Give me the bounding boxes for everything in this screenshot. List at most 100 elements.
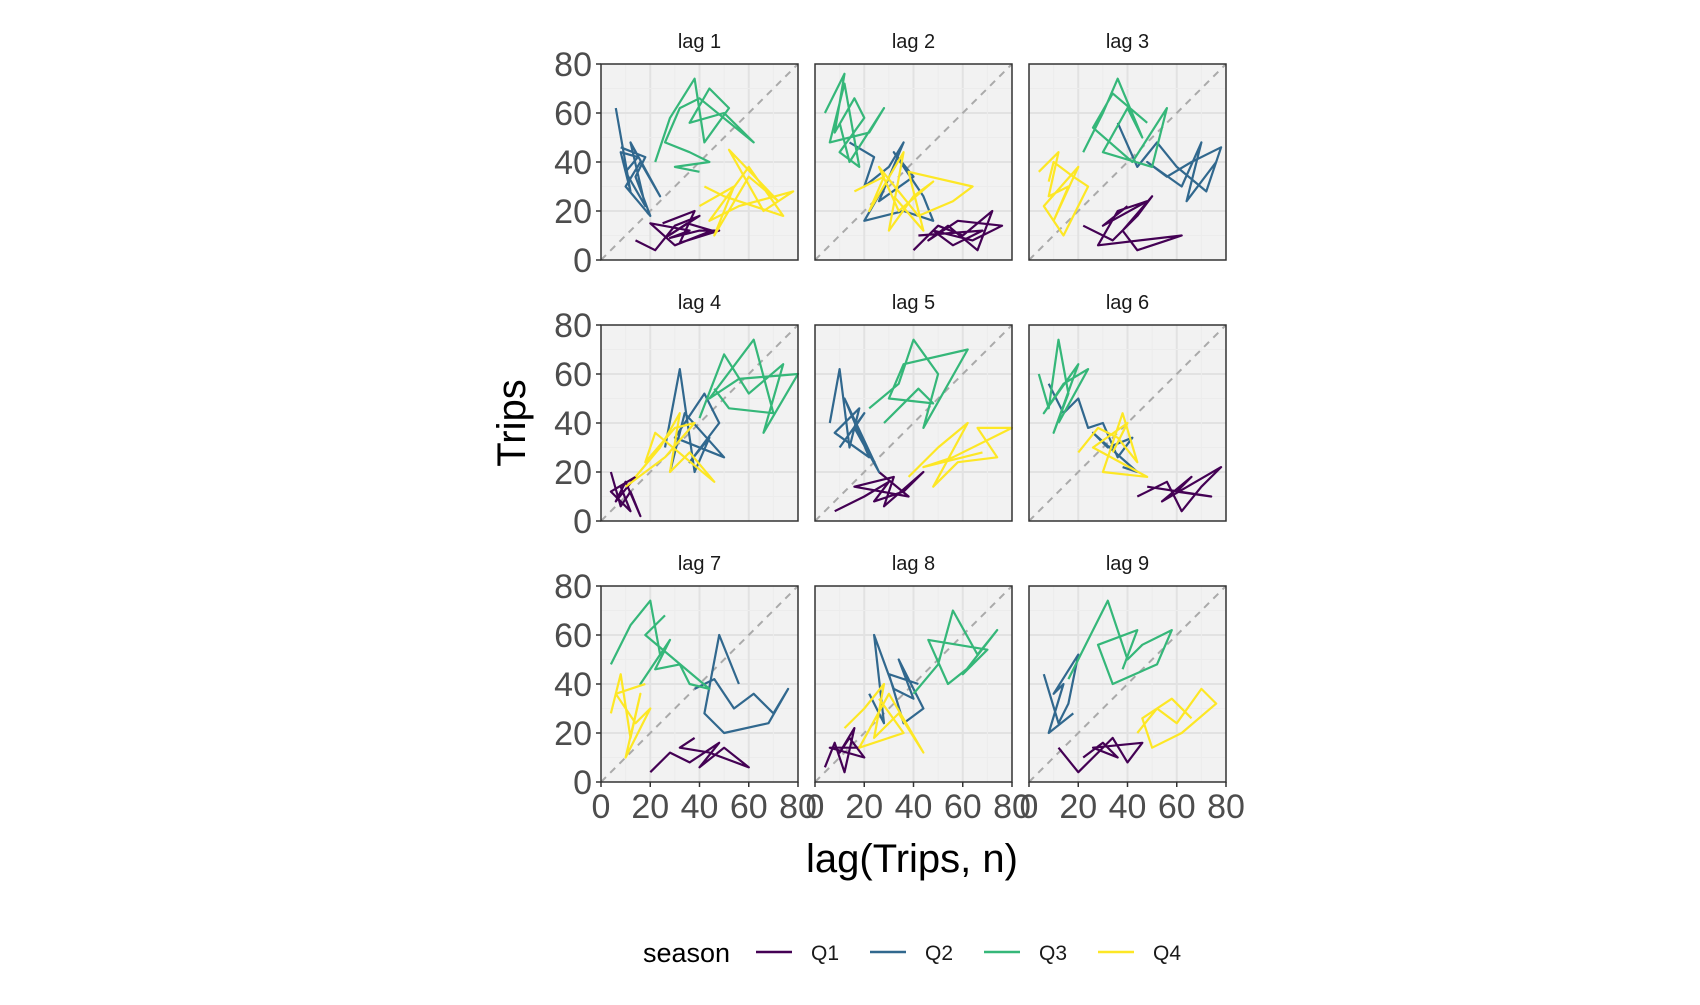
y-tick-label: 20 [554,193,592,231]
x-tick-label: 60 [944,788,982,826]
facet-panel: lag 8 0 20 40 60 80 [806,553,1031,826]
facet-strip-label: lag 1 [678,31,721,53]
x-tick-label: 40 [1109,788,1147,826]
series-line-q1 [1057,736,1144,774]
series-line-q2 [1042,653,1080,735]
y-tick-label: 60 [554,95,592,133]
series-line-q1 [649,736,750,773]
series-line-q1 [609,471,642,518]
series-line-q3 [823,72,886,168]
facet-strip-label: lag 9 [1106,553,1149,575]
series-line-q2 [1116,122,1223,203]
facet-strip-label: lag 3 [1106,31,1149,53]
x-tick-label: 80 [779,788,817,826]
x-tick-label: 40 [681,788,719,826]
series-line-q3 [912,609,999,695]
x-tick-label: 20 [1059,788,1097,826]
facet-strip-label: lag 5 [892,292,935,314]
legend-item-q1: Q1 [756,942,839,965]
legend-label: Q2 [925,942,953,965]
y-tick-label: 20 [554,454,592,492]
series-line-q3 [698,338,800,434]
legend: season Q1 Q2 Q3 Q4 [643,938,1181,968]
x-tick-label: 0 [592,788,611,826]
series-line-q4 [698,148,795,237]
x-axis-title: lag(Trips, n) [806,837,1018,881]
series-line-q1 [1082,195,1183,252]
y-tick-label: 80 [554,46,592,84]
facet-strip-label: lag 2 [892,31,935,53]
legend-label: Q1 [811,942,839,965]
facet-panel: lag 2 [814,31,1013,261]
x-tick-label: 80 [1207,788,1245,826]
y-tick-label: 60 [554,617,592,655]
panel-border [814,63,1013,261]
y-axis-title: Trips [490,379,534,466]
series-line-q1 [823,726,866,774]
x-tick-label: 0 [1020,788,1039,826]
facet-strip-label: lag 8 [892,553,935,575]
facet-panel: lag 9 0 20 40 60 80 [1020,553,1245,826]
series-line-q4 [624,412,716,488]
facet-panel: lag 5 [814,292,1014,522]
series-line-q3 [609,599,711,691]
series-line-q2 [868,633,925,725]
series-line-q4 [1077,412,1149,478]
series-line-q3 [1037,338,1090,434]
y-tick-label: 40 [554,144,592,182]
facet-panel: lag 4 0 20 40 60 80 [554,292,800,541]
series-line-q4 [853,151,974,232]
series-line-q2 [828,368,881,474]
series-line-q1 [635,209,721,252]
y-tick-label: 80 [554,568,592,606]
y-tick-label: 0 [573,764,592,802]
panel-border [814,324,1013,522]
facet-panel: lag 6 [1028,292,1227,522]
legend-item-q2: Q2 [870,942,953,965]
y-tick-label: 60 [554,356,592,394]
series-line-q4 [843,682,925,754]
series-line-q2 [1047,383,1139,474]
facet-panel: lag 1 0 20 40 60 80 [554,31,799,280]
series-line-q3 [1067,599,1173,686]
x-tick-label: 20 [631,788,669,826]
legend-label: Q3 [1039,942,1067,965]
legend-item-q3: Q3 [984,942,1067,965]
series-line-q3 [654,77,755,173]
series-line-q2 [663,368,726,474]
series-line-q1 [834,470,925,513]
y-tick-label: 0 [573,503,592,541]
series-line-q3 [868,338,969,429]
x-tick-label: 60 [730,788,768,826]
legend-item-q4: Q4 [1098,942,1181,965]
series-line-q4 [1136,687,1218,749]
series-line-q4 [907,421,1014,488]
legend-label: Q4 [1153,942,1181,965]
facet-strip-label: lag 4 [678,292,721,314]
series-line-q4 [609,673,652,759]
axes-layer: lag(Trips, n) Trips [490,379,1018,881]
legend-title: season [643,938,730,968]
panel-border [1028,324,1227,522]
y-tick-label: 40 [554,405,592,443]
series-line-q2 [614,107,662,217]
x-tick-label: 20 [845,788,883,826]
x-tick-label: 80 [993,788,1031,826]
y-tick-label: 40 [554,666,592,704]
series-line-q2 [694,633,790,735]
facet-strip-label: lag 6 [1106,292,1149,314]
y-tick-label: 20 [554,715,592,753]
series-line-q1 [1136,466,1223,513]
series-line-q4 [1038,151,1090,237]
x-tick-label: 0 [806,788,825,826]
series-line-q3 [1082,77,1169,168]
y-tick-label: 0 [573,242,592,280]
x-tick-label: 40 [895,788,933,826]
x-tick-label: 60 [1158,788,1196,826]
series-line-q1 [912,209,1004,252]
facet-strip-label: lag 7 [678,553,721,575]
